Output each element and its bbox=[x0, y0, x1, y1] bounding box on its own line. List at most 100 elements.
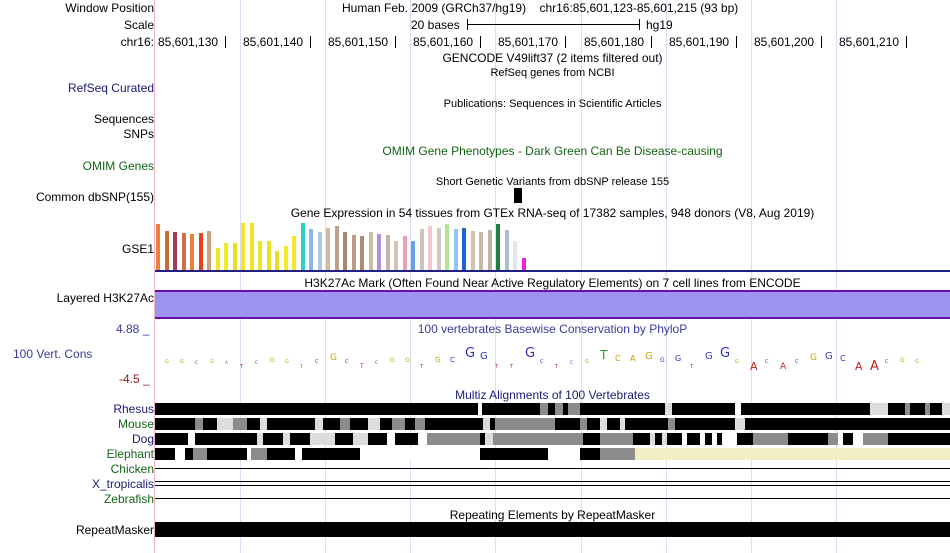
gtex-tissue-bar[interactable] bbox=[487, 230, 492, 270]
alignment-block[interactable] bbox=[607, 418, 620, 430]
alignment-block[interactable] bbox=[788, 433, 828, 445]
alignment-block[interactable] bbox=[353, 433, 368, 445]
alignment-block[interactable] bbox=[568, 403, 580, 415]
alignment-block[interactable] bbox=[193, 448, 207, 460]
gtex-tissue-bar[interactable] bbox=[156, 224, 160, 270]
alignment-block[interactable] bbox=[687, 433, 700, 445]
alignment-block[interactable] bbox=[737, 433, 753, 445]
gtex-tissue-bar[interactable] bbox=[453, 229, 458, 270]
gtex-tissue-bar[interactable] bbox=[436, 228, 441, 270]
alignment-block[interactable] bbox=[580, 448, 600, 460]
gtex-tissue-bar[interactable] bbox=[232, 243, 237, 270]
alignment-block[interactable] bbox=[392, 418, 405, 430]
alignment-block[interactable] bbox=[247, 448, 251, 460]
gtex-tissue-bar[interactable] bbox=[292, 236, 296, 270]
alignment-block[interactable] bbox=[888, 403, 905, 415]
alignment-line-chicken[interactable] bbox=[155, 468, 950, 469]
alignment-block[interactable] bbox=[668, 418, 675, 430]
alignment-block[interactable] bbox=[540, 403, 548, 415]
alignment-block[interactable] bbox=[267, 418, 315, 430]
alignment-line-x-tropicalis[interactable] bbox=[155, 481, 950, 482]
gtex-tissue-bar[interactable] bbox=[207, 231, 211, 270]
alignment-block[interactable] bbox=[203, 418, 217, 430]
alignment-block[interactable] bbox=[665, 403, 672, 415]
gtex-tissue-bar[interactable] bbox=[402, 236, 407, 270]
alignment-block[interactable] bbox=[828, 433, 838, 445]
alignment-block[interactable] bbox=[418, 433, 427, 445]
species-label-x-tropicalis[interactable]: X_tropicalis bbox=[91, 477, 154, 491]
alignment-block[interactable] bbox=[741, 403, 870, 415]
alignment-block[interactable] bbox=[483, 418, 490, 430]
species-label-mouse[interactable]: Mouse bbox=[117, 417, 154, 431]
refseq-track-title[interactable]: RefSeq genes from NCBI bbox=[490, 67, 615, 79]
cons-track-label[interactable]: 100 Vert. Cons bbox=[13, 347, 93, 361]
alignment-block[interactable] bbox=[672, 403, 735, 415]
alignment-line-x-tropicalis[interactable] bbox=[155, 485, 950, 486]
h3k27ac-track-label[interactable]: Layered H3K27Ac bbox=[56, 291, 154, 305]
alignment-block[interactable] bbox=[155, 403, 478, 415]
alignment-block[interactable] bbox=[838, 433, 843, 445]
alignment-block[interactable] bbox=[267, 448, 295, 460]
gtex-tissue-bar[interactable] bbox=[309, 229, 313, 270]
gtex-tissue-bar[interactable] bbox=[462, 228, 466, 270]
gtex-tissue-bar[interactable] bbox=[513, 241, 517, 270]
alignment-block[interactable] bbox=[195, 418, 203, 430]
alignment-block[interactable] bbox=[290, 433, 310, 445]
alignment-row-elephant[interactable] bbox=[155, 448, 950, 460]
gtex-tissue-bar[interactable] bbox=[496, 224, 500, 270]
alignment-block[interactable] bbox=[925, 403, 930, 415]
dbsnp-variant-feature[interactable] bbox=[514, 188, 522, 203]
alignment-block[interactable] bbox=[427, 433, 480, 445]
repeatmasker-track-label[interactable]: RepeatMasker bbox=[75, 523, 154, 537]
alignment-block[interactable] bbox=[548, 448, 580, 460]
alignment-block[interactable] bbox=[705, 433, 712, 445]
gtex-tissue-bar[interactable] bbox=[504, 230, 509, 270]
alignment-block[interactable] bbox=[260, 418, 267, 430]
gtex-tissue-bar[interactable] bbox=[266, 241, 271, 270]
gtex-tissue-bar[interactable] bbox=[394, 241, 398, 270]
alignment-block[interactable] bbox=[667, 433, 682, 445]
repeatmasker-track-title[interactable]: Repeating Elements by RepeatMasker bbox=[449, 508, 656, 522]
alignment-line-zebrafish[interactable] bbox=[155, 498, 950, 499]
alignment-block[interactable] bbox=[662, 433, 667, 445]
alignment-block[interactable] bbox=[315, 418, 323, 430]
alignment-block[interactable] bbox=[295, 448, 302, 460]
gtex-tissue-bar[interactable] bbox=[241, 223, 245, 270]
species-label-elephant[interactable]: Elephant bbox=[106, 447, 154, 461]
alignment-block[interactable] bbox=[335, 433, 353, 445]
gtex-tissue-bar[interactable] bbox=[275, 251, 279, 270]
alignment-block[interactable] bbox=[625, 418, 668, 430]
alignment-block[interactable] bbox=[380, 418, 392, 430]
alignment-block[interactable] bbox=[387, 433, 395, 445]
alignment-block[interactable] bbox=[490, 418, 495, 430]
alignment-block[interactable] bbox=[745, 418, 950, 430]
species-label-zebrafish[interactable]: Zebrafish bbox=[103, 492, 154, 506]
alignment-block[interactable] bbox=[360, 448, 480, 460]
alignment-block[interactable] bbox=[415, 418, 425, 430]
alignment-block[interactable] bbox=[635, 448, 950, 460]
species-label-dog[interactable]: Dog bbox=[131, 432, 154, 446]
alignment-block[interactable] bbox=[600, 418, 607, 430]
alignment-block[interactable] bbox=[583, 433, 600, 445]
alignment-block[interactable] bbox=[257, 433, 263, 445]
sequences-label[interactable]: Sequences bbox=[93, 112, 154, 126]
gtex-tissue-bar[interactable] bbox=[317, 232, 322, 270]
gtex-tissue-bar[interactable] bbox=[249, 223, 254, 270]
alignment-block[interactable] bbox=[207, 448, 247, 460]
alignment-block[interactable] bbox=[350, 418, 368, 430]
alignment-block[interactable] bbox=[310, 433, 335, 445]
h3k27ac-signal[interactable] bbox=[155, 290, 950, 319]
alignment-block[interactable] bbox=[405, 418, 415, 430]
gencode-track-title[interactable]: GENCODE V49lift37 (2 items filtered out) bbox=[442, 51, 663, 65]
gtex-tissue-bar[interactable] bbox=[428, 226, 432, 270]
h3k27ac-track-title[interactable]: H3K27Ac Mark (Often Found Near Active Re… bbox=[304, 276, 801, 290]
alignment-block[interactable] bbox=[548, 403, 555, 415]
alignment-block[interactable] bbox=[188, 433, 195, 445]
alignment-block[interactable] bbox=[700, 433, 705, 445]
gtex-tissue-bar[interactable] bbox=[326, 228, 330, 270]
gtex-expression-bars[interactable] bbox=[156, 222, 534, 270]
alignment-block[interactable] bbox=[580, 418, 587, 430]
omim-track-label[interactable]: OMIM Genes bbox=[82, 159, 154, 173]
alignment-block[interactable] bbox=[633, 433, 650, 445]
